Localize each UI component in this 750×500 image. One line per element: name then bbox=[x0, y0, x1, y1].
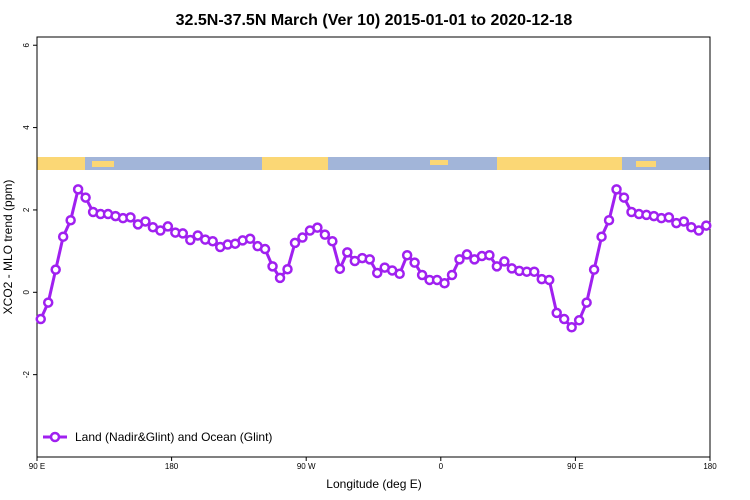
data-point bbox=[140, 216, 151, 227]
y-tick-label: 6 bbox=[22, 42, 31, 47]
data-point bbox=[701, 220, 712, 231]
data-point bbox=[274, 272, 286, 284]
y-tick-label: 2 bbox=[22, 207, 31, 212]
data-point bbox=[499, 256, 510, 267]
y-tick-label: 0 bbox=[22, 290, 31, 295]
data-point bbox=[327, 235, 338, 247]
data-point bbox=[177, 228, 189, 239]
data-point bbox=[50, 264, 61, 275]
data-point bbox=[125, 212, 136, 223]
x-tick-label: 90 W bbox=[297, 462, 316, 471]
data-point bbox=[185, 234, 196, 246]
data-point bbox=[543, 274, 555, 286]
x-tick-label: 90 E bbox=[567, 462, 583, 471]
data-point bbox=[334, 263, 346, 275]
data-point bbox=[312, 222, 323, 233]
data-point bbox=[491, 261, 503, 272]
data-point bbox=[618, 192, 630, 203]
data-point bbox=[588, 264, 600, 275]
data-point bbox=[65, 214, 76, 226]
data-point bbox=[558, 313, 570, 325]
data-point bbox=[244, 233, 256, 245]
data-point bbox=[529, 266, 540, 277]
y-tick-label: 4 bbox=[22, 125, 31, 130]
data-point bbox=[611, 184, 622, 195]
data-point bbox=[484, 249, 495, 261]
y-axis-label: XCO2 - MLO trend (ppm) bbox=[1, 180, 15, 315]
data-point bbox=[461, 249, 473, 260]
data-point bbox=[282, 263, 293, 275]
data-point bbox=[35, 313, 46, 325]
data-point bbox=[72, 184, 84, 195]
legend-label: Land (Nadir&Glint) and Ocean (Glint) bbox=[75, 430, 272, 444]
data-point bbox=[454, 254, 465, 265]
data-point bbox=[551, 307, 562, 319]
x-tick-label: 180 bbox=[165, 462, 179, 471]
x-axis-label: Longitude (deg E) bbox=[326, 477, 421, 491]
data-point bbox=[566, 322, 577, 333]
data-point bbox=[342, 247, 353, 258]
data-point bbox=[678, 216, 690, 227]
land-ocean-strip bbox=[37, 157, 710, 170]
data-point bbox=[603, 214, 615, 226]
data-point bbox=[693, 225, 705, 236]
data-point bbox=[446, 269, 458, 281]
y-tick-label: -2 bbox=[22, 371, 31, 379]
data-point bbox=[162, 221, 174, 232]
x-tick-label: 180 bbox=[703, 462, 717, 471]
x-tick-label: 90 E bbox=[29, 462, 45, 471]
chart-title: 32.5N-37.5N March (Ver 10) 2015-01-01 to… bbox=[176, 12, 573, 29]
data-point bbox=[259, 243, 271, 255]
data-point bbox=[416, 269, 428, 281]
data-point bbox=[155, 225, 166, 236]
data-point bbox=[663, 212, 675, 223]
data-point bbox=[401, 249, 413, 261]
data-point bbox=[371, 267, 383, 279]
data-point bbox=[207, 235, 218, 247]
data-point bbox=[289, 237, 301, 249]
data-point bbox=[596, 231, 607, 242]
plot-frame bbox=[36, 36, 711, 458]
data-point bbox=[192, 230, 204, 241]
data-point bbox=[42, 297, 54, 308]
data-point bbox=[297, 232, 308, 243]
data-point bbox=[581, 297, 592, 308]
data-point bbox=[394, 268, 405, 280]
data-point bbox=[57, 231, 69, 242]
data-point bbox=[364, 254, 376, 265]
data-point bbox=[319, 229, 331, 240]
legend-marker bbox=[49, 431, 61, 443]
data-point bbox=[267, 261, 278, 272]
data-point bbox=[573, 315, 585, 326]
data-point bbox=[409, 257, 420, 268]
data-point bbox=[439, 277, 450, 289]
x-tick-label: 0 bbox=[439, 462, 444, 471]
data-point bbox=[80, 192, 91, 203]
